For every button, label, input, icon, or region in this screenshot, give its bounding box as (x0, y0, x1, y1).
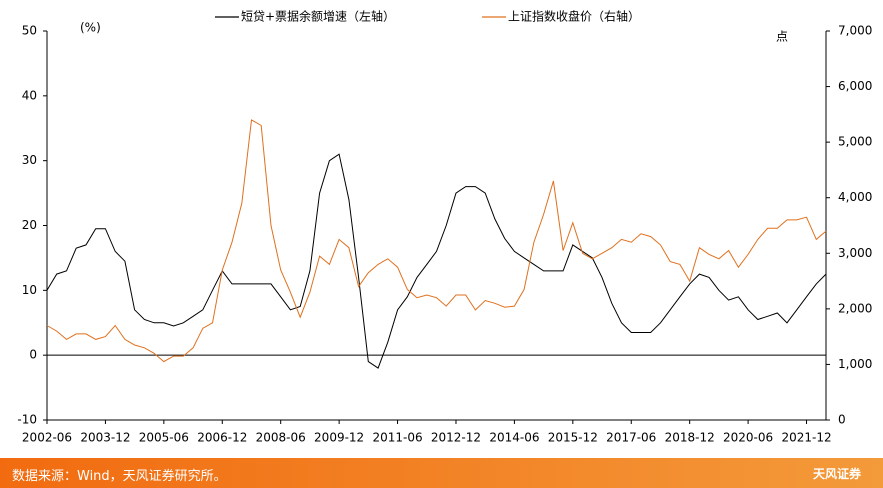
y2-tick-label: 1,000 (838, 357, 872, 371)
series-line (46, 119, 827, 363)
x-tick-label: 2014-06 (489, 431, 539, 445)
y-tick-label: 0 (29, 348, 37, 362)
x-tick-label: 2011-06 (372, 431, 422, 445)
footer: 数据来源：Wind，天风证券研究所。 天风证券 (0, 458, 883, 488)
y2-tick-label: 4,000 (838, 190, 872, 204)
y-tick-label: 40 (22, 88, 37, 102)
y2-tick-label: 0 (838, 413, 846, 427)
x-tick-label: 2017-06 (606, 431, 656, 445)
y-tick-label: -10 (17, 413, 37, 427)
x-tick-label: 2003-12 (80, 431, 130, 445)
y-axis-label: (%) (80, 21, 101, 35)
series-line (46, 153, 827, 369)
legend-label: 上证指数收盘价（右轴） (508, 9, 640, 24)
x-tick-label: 2012-12 (431, 431, 481, 445)
y2-tick-label: 7,000 (838, 24, 872, 38)
y-tick-label: 20 (22, 218, 37, 232)
y2-tick-label: 6,000 (838, 79, 872, 93)
chart: (%) 点 -10 0 10 20 30 40 50 0 1,000 2,000 3,000 4,00… (17, 9, 872, 445)
y2-tick-label: 2,000 (838, 301, 872, 315)
x-tick-label: 2015-12 (548, 431, 598, 445)
x-tick-label: 2020-06 (723, 431, 773, 445)
y2-tick-label: 3,000 (838, 246, 872, 260)
logo: 天风证券 (812, 467, 861, 481)
y-tick-label: 50 (22, 24, 37, 38)
x-tick-label: 2009-12 (314, 431, 364, 445)
source: 数据来源：Wind，天风证券研究所。 (12, 469, 227, 484)
x-tick-label: 2005-06 (139, 431, 189, 445)
x-tick-label: 2002-06 (22, 431, 72, 445)
x-tick-label: 2006-12 (197, 431, 247, 445)
x-tick-label: 2021-12 (781, 431, 831, 445)
legend-label: 短贷+票据余额增速（左轴） (241, 9, 395, 24)
y2-axis-label: 点 (776, 30, 788, 44)
y-tick-label: 10 (22, 283, 37, 297)
y2-tick-label: 5,000 (838, 135, 872, 149)
x-tick-label: 2018-12 (665, 431, 715, 445)
x-tick-label: 2008-06 (256, 431, 306, 445)
y-tick-label: 30 (22, 153, 37, 167)
